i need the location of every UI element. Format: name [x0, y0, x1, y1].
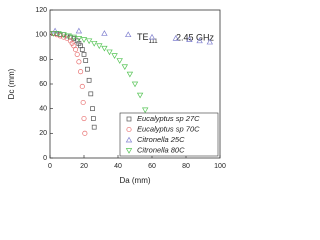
- x-tick-label: 0: [48, 163, 52, 170]
- marker: [55, 31, 62, 37]
- marker: [90, 106, 95, 112]
- marker: [172, 35, 179, 41]
- y-tick-label: 100: [35, 32, 47, 39]
- y-tick-label: 80: [39, 56, 47, 63]
- marker: [126, 116, 132, 122]
- marker: [85, 66, 90, 72]
- marker: [60, 32, 67, 38]
- marker: [91, 40, 98, 47]
- marker: [61, 34, 67, 40]
- marker: [75, 27, 83, 34]
- x-tick-label: 20: [80, 163, 88, 170]
- legend-label: Eucalyptus sp 27C: [137, 114, 200, 123]
- legend-label: Citronella 80C: [137, 145, 185, 154]
- marker: [79, 47, 85, 52]
- marker: [82, 130, 88, 136]
- annotation-subscript: 111: [149, 39, 159, 45]
- marker: [125, 148, 133, 154]
- marker: [125, 31, 132, 38]
- annotation: 2.45 GHz: [176, 32, 215, 42]
- marker: [50, 31, 57, 37]
- annotation-text: TE: [137, 32, 149, 42]
- marker: [90, 116, 96, 121]
- marker: [142, 107, 149, 114]
- y-axis-title: Dc (mm): [7, 68, 16, 99]
- marker: [72, 46, 79, 53]
- marker: [126, 71, 134, 78]
- marker: [106, 49, 113, 56]
- marker: [85, 38, 93, 45]
- x-axis-title: Da (mm): [119, 176, 150, 185]
- marker: [86, 77, 92, 83]
- legend-label: Eucalyptus sp 70C: [137, 124, 200, 133]
- marker: [75, 36, 83, 42]
- marker: [186, 36, 193, 42]
- x-tick-label: 40: [114, 163, 122, 170]
- marker: [101, 30, 108, 36]
- marker: [78, 69, 84, 75]
- marker: [80, 37, 88, 43]
- y-tick-label: 120: [35, 7, 47, 14]
- marker: [148, 33, 156, 40]
- marker: [96, 43, 103, 50]
- marker: [83, 58, 89, 63]
- y-tick-label: 0: [43, 155, 47, 162]
- legend-box: [119, 112, 219, 157]
- marker: [126, 126, 132, 133]
- x-tick-label: 100: [214, 163, 226, 170]
- marker: [88, 91, 94, 97]
- annotation: TE111: [137, 32, 158, 44]
- chart: Da (mm) Dc (mm) TE111 2.45 GHz 0 20 40 60 80…: [7, 7, 226, 185]
- marker: [79, 83, 85, 90]
- y-tick-label: 20: [39, 130, 47, 137]
- y-tick-label: 60: [39, 81, 47, 88]
- marker: [101, 45, 108, 52]
- x-tick-label: 80: [182, 163, 190, 170]
- marker: [121, 64, 128, 71]
- marker: [131, 81, 139, 88]
- marker: [91, 124, 97, 130]
- marker: [74, 51, 80, 57]
- legend-label: Citronella 25C: [137, 135, 185, 144]
- marker: [111, 53, 118, 59]
- marker: [80, 99, 86, 106]
- marker: [81, 115, 87, 122]
- marker: [70, 34, 77, 41]
- marker: [196, 37, 203, 44]
- x-tick-label: 60: [148, 163, 156, 170]
- marker: [206, 38, 213, 45]
- marker: [65, 33, 72, 40]
- marker: [125, 136, 133, 143]
- y-tick-label: 40: [39, 106, 47, 113]
- marker: [81, 52, 87, 57]
- marker: [76, 59, 82, 65]
- marker: [116, 58, 123, 64]
- marker: [136, 92, 144, 99]
